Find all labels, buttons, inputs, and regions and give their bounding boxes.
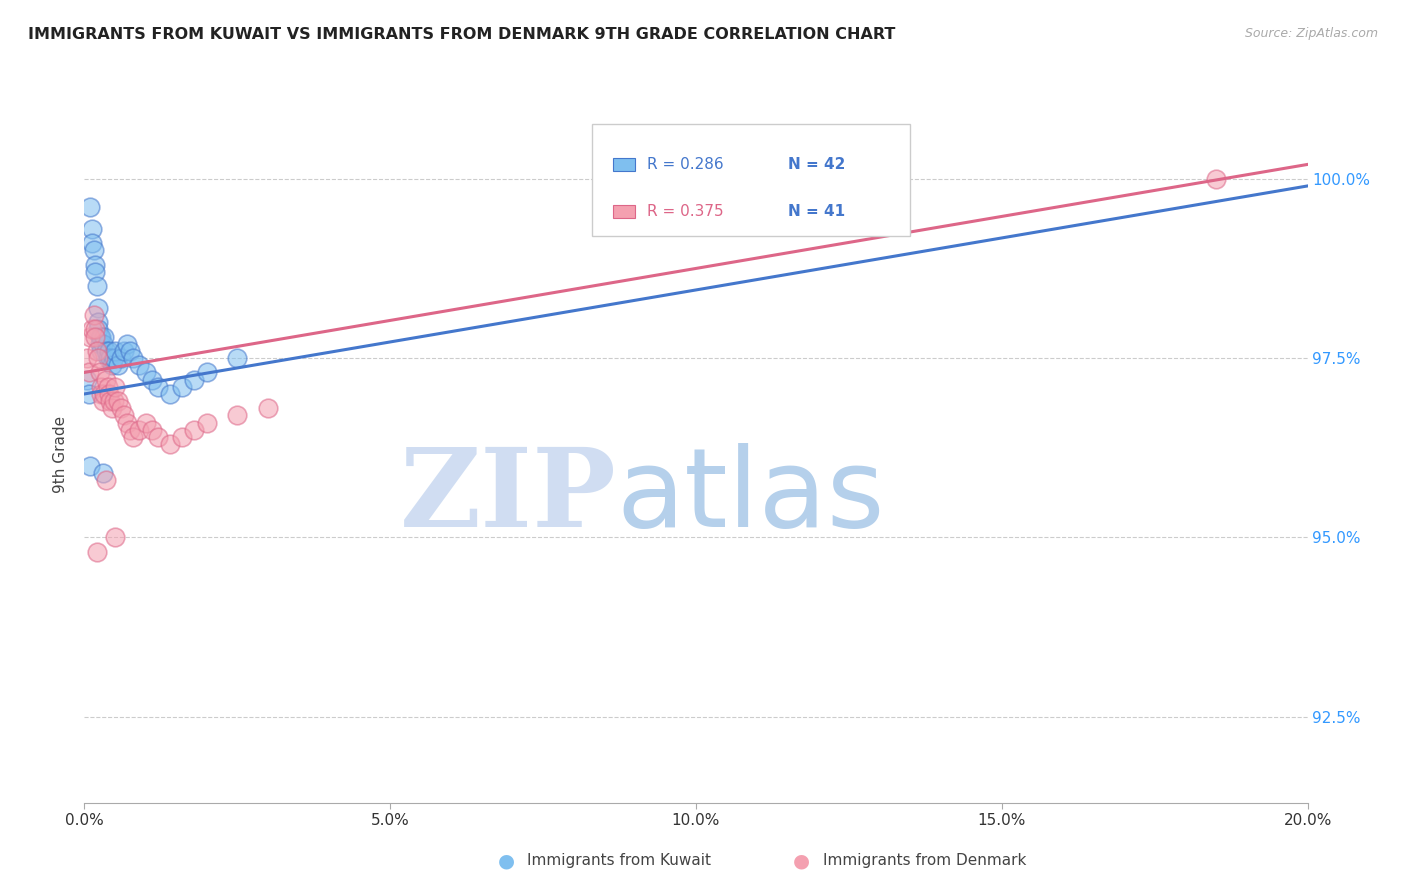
Point	[87, 322, 110, 336]
Point	[146, 430, 169, 444]
Point	[226, 351, 249, 365]
Point	[104, 343, 127, 358]
Point	[79, 329, 101, 343]
Point	[97, 387, 120, 401]
Point	[89, 366, 111, 380]
Point	[115, 416, 138, 430]
Point	[94, 343, 117, 358]
Point	[128, 358, 150, 372]
Point	[257, 401, 280, 416]
Point	[90, 343, 112, 358]
Point	[183, 423, 205, 437]
Point	[86, 279, 108, 293]
Point	[80, 222, 103, 236]
Point	[101, 358, 124, 372]
Point	[107, 358, 129, 372]
Point	[83, 322, 105, 336]
Point	[112, 343, 135, 358]
Point	[104, 530, 127, 544]
Point	[82, 236, 104, 251]
Point	[110, 351, 132, 365]
Point	[107, 394, 129, 409]
Point	[77, 366, 100, 380]
Point	[172, 430, 194, 444]
Point	[97, 343, 120, 358]
Point	[87, 301, 110, 315]
Point	[98, 351, 121, 365]
Point	[112, 409, 135, 423]
Point	[87, 315, 110, 329]
Point	[76, 373, 98, 387]
Point	[195, 416, 218, 430]
Point	[93, 387, 115, 401]
Point	[86, 545, 108, 559]
Point	[110, 401, 132, 416]
Point	[122, 430, 145, 444]
Text: ●: ●	[498, 851, 515, 871]
Point	[120, 423, 142, 437]
FancyBboxPatch shape	[592, 124, 910, 235]
Text: Immigrants from Denmark: Immigrants from Denmark	[823, 854, 1026, 868]
Point	[103, 394, 125, 409]
Point	[83, 258, 105, 272]
Point	[120, 343, 142, 358]
Point	[195, 366, 218, 380]
Point	[91, 466, 114, 480]
Point	[83, 308, 105, 322]
Point	[159, 387, 181, 401]
Text: ZIP: ZIP	[399, 443, 616, 550]
Point	[141, 423, 163, 437]
Text: ●: ●	[793, 851, 810, 871]
Point	[1205, 171, 1227, 186]
Text: Immigrants from Kuwait: Immigrants from Kuwait	[527, 854, 711, 868]
Point	[80, 322, 103, 336]
Point	[141, 373, 163, 387]
Point	[86, 343, 108, 358]
Point	[79, 201, 101, 215]
Point	[91, 336, 114, 351]
Point	[159, 437, 181, 451]
Point	[77, 387, 100, 401]
Point	[97, 351, 120, 365]
Point	[226, 409, 249, 423]
Point	[94, 473, 117, 487]
Point	[115, 336, 138, 351]
Point	[84, 329, 107, 343]
Point	[103, 351, 125, 365]
Bar	[613, 205, 636, 218]
Point	[84, 265, 107, 279]
Point	[135, 416, 157, 430]
Point	[146, 380, 169, 394]
Point	[91, 394, 114, 409]
Point	[101, 401, 124, 416]
Point	[172, 380, 194, 394]
Text: R = 0.375: R = 0.375	[647, 204, 724, 219]
Point	[89, 329, 111, 343]
Point	[94, 373, 117, 387]
Bar	[613, 158, 636, 170]
Text: IMMIGRANTS FROM KUWAIT VS IMMIGRANTS FROM DENMARK 9TH GRADE CORRELATION CHART: IMMIGRANTS FROM KUWAIT VS IMMIGRANTS FRO…	[28, 27, 896, 42]
Point	[90, 380, 112, 394]
Point	[128, 423, 150, 437]
Point	[183, 373, 205, 387]
Point	[97, 380, 120, 394]
Point	[135, 366, 157, 380]
Text: N = 41: N = 41	[787, 204, 845, 219]
Point	[76, 351, 98, 365]
Point	[122, 351, 145, 365]
Point	[89, 336, 111, 351]
Text: R = 0.286: R = 0.286	[647, 157, 724, 172]
Point	[98, 394, 121, 409]
Point	[93, 329, 115, 343]
Point	[79, 458, 101, 473]
Point	[90, 387, 112, 401]
Text: atlas: atlas	[616, 443, 884, 550]
Point	[83, 244, 105, 258]
Y-axis label: 9th Grade: 9th Grade	[53, 417, 69, 493]
Text: N = 42: N = 42	[787, 157, 845, 172]
Point	[90, 329, 112, 343]
Point	[87, 351, 110, 365]
Text: Source: ZipAtlas.com: Source: ZipAtlas.com	[1244, 27, 1378, 40]
Point	[104, 380, 127, 394]
